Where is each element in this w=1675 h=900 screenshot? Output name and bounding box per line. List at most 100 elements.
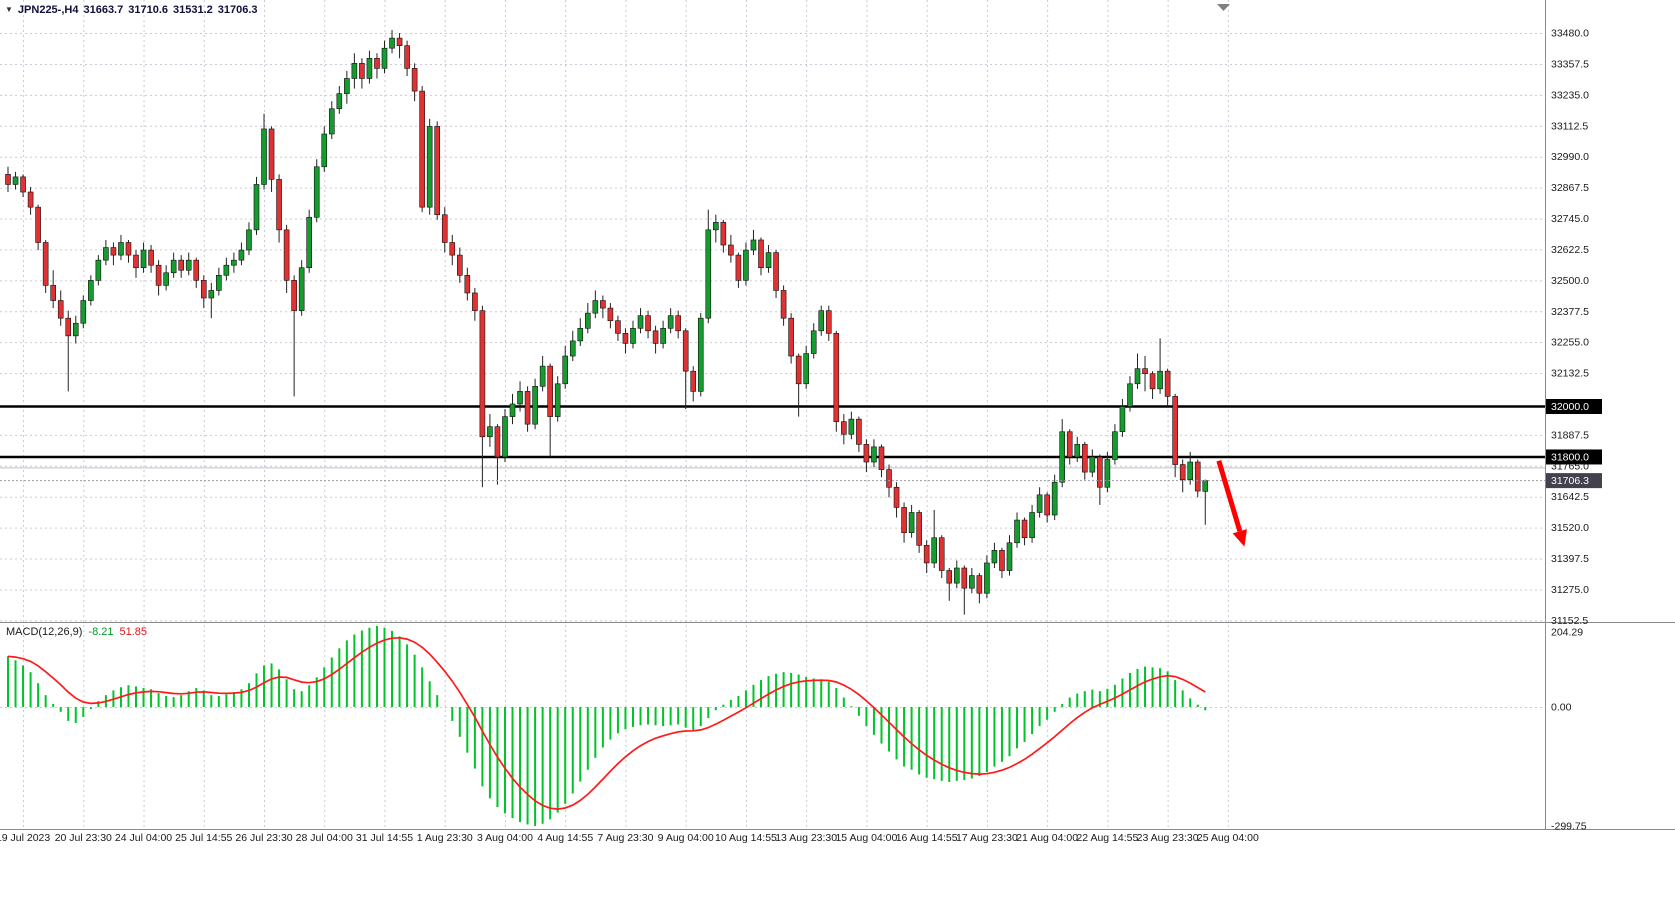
ohlc-open: 31663.7 — [83, 4, 124, 16]
candle-body — [231, 259, 237, 266]
candle-body — [999, 550, 1005, 571]
svg-text:32990.0: 32990.0 — [1551, 151, 1589, 163]
candle-body — [253, 184, 260, 231]
candle-body — [441, 214, 448, 243]
candle-body — [170, 259, 177, 274]
time-axis-label: 13 Aug 23:30 — [775, 832, 837, 844]
time-axis[interactable]: 19 Jul 2023 20 Jul 23:30 24 Jul 04:00 25 Ju… — [0, 832, 1259, 844]
candle-body — [1187, 461, 1194, 480]
macd-signal-value: 51.85 — [119, 626, 148, 638]
candle-body — [419, 90, 425, 208]
candle-body — [359, 63, 365, 79]
svg-text:31800.0: 31800.0 — [1551, 451, 1589, 463]
candle-body — [110, 247, 117, 256]
candle-body — [472, 292, 478, 311]
time-axis-label: 10 Aug 14:55 — [715, 832, 777, 844]
candle-body — [916, 512, 922, 546]
bid-price-tag — [1546, 473, 1602, 489]
candle-body — [336, 93, 343, 110]
candle-body — [773, 252, 779, 291]
candle-body — [50, 285, 56, 301]
candle-body — [411, 68, 418, 92]
candle-body — [1179, 464, 1186, 480]
candle-body — [163, 272, 169, 286]
candle-body — [848, 418, 855, 435]
candle-body — [585, 312, 591, 329]
time-axis-label: 9 Aug 04:00 — [658, 832, 714, 844]
down-arrow-annotation[interactable] — [1216, 460, 1247, 547]
candle-body — [509, 403, 516, 417]
horizontal-lines[interactable] — [0, 405, 1545, 469]
chart-shift-marker-icon[interactable] — [1217, 4, 1230, 11]
candle-body — [216, 274, 222, 291]
candle-body — [923, 544, 930, 564]
candle-body — [908, 512, 915, 533]
time-axis-label: 23 Aug 23:30 — [1137, 832, 1199, 844]
candle-body — [637, 315, 644, 329]
hline-price-tag — [1546, 399, 1602, 415]
candle-body — [878, 446, 885, 470]
candle-body — [1066, 431, 1073, 458]
candle-body — [193, 259, 200, 281]
symbol-dropdown-icon[interactable]: ▼ — [5, 5, 13, 14]
svg-text:31275.0: 31275.0 — [1551, 584, 1589, 596]
candle-body — [810, 330, 817, 354]
candle-body — [381, 47, 388, 69]
candle-body — [42, 242, 49, 286]
time-axis-label: 19 Jul 2023 — [0, 832, 50, 844]
price-axis[interactable]: 33480.0 33357.5 33235.0 33112.5 32990.0 32867… — [1546, 28, 1602, 833]
candle-body — [728, 244, 734, 256]
candle-body — [743, 249, 749, 281]
candle-body — [539, 365, 546, 387]
time-axis-label: 3 Aug 04:00 — [477, 832, 533, 844]
candle-body — [607, 307, 614, 322]
candle-body — [140, 249, 147, 269]
macd-value: -8.21 — [88, 626, 114, 638]
candle-body — [969, 575, 975, 589]
candle-body — [1074, 444, 1081, 458]
time-axis-label: 20 Jul 23:30 — [55, 832, 112, 844]
candle-body — [825, 310, 832, 334]
candle-body — [321, 133, 328, 168]
candle-body — [938, 537, 945, 571]
candle-body — [366, 57, 373, 79]
candle-body — [780, 290, 787, 319]
svg-text:31397.5: 31397.5 — [1551, 553, 1589, 565]
macd-signal-line — [7, 636, 1206, 810]
candle-body — [291, 280, 297, 311]
candle-body — [577, 327, 584, 342]
candle-body — [622, 333, 629, 344]
candle-body — [803, 353, 809, 385]
candle-body — [208, 290, 215, 299]
candle-body — [991, 550, 998, 564]
svg-text:33357.5: 33357.5 — [1551, 58, 1589, 70]
candle-body — [863, 444, 870, 463]
candle-body — [735, 254, 742, 281]
svg-text:32500.0: 32500.0 — [1551, 275, 1589, 287]
candle-body — [456, 254, 463, 276]
candle-body — [344, 78, 350, 94]
candle-body — [246, 229, 252, 251]
candle-body — [946, 570, 953, 584]
candle-body — [1157, 370, 1163, 390]
arrow-head-icon — [1232, 529, 1247, 547]
candle-body — [178, 259, 184, 271]
candle-body — [841, 421, 847, 435]
candle-body — [667, 315, 674, 329]
candle-body — [185, 259, 192, 271]
svg-text:32000.0: 32000.0 — [1551, 401, 1589, 413]
candle-body — [758, 239, 764, 269]
candle-body — [976, 575, 983, 594]
candle-body — [871, 446, 877, 463]
candle-body — [931, 537, 937, 564]
candle-body — [494, 426, 501, 458]
time-axis-label: 21 Aug 04:00 — [1016, 832, 1078, 844]
ohlc-close: 31706.3 — [217, 4, 258, 16]
macd-name: MACD(12,26,9) — [6, 626, 83, 638]
symbol-ohlc-label: ▼ JPN225-,H4 31663.7 31710.6 31531.2 317… — [5, 4, 258, 16]
candle-body — [238, 249, 245, 261]
macd-indicator-label: MACD(12,26,9) -8.21 51.85 — [6, 626, 147, 638]
candle-body — [1194, 461, 1201, 492]
svg-text:32255.0: 32255.0 — [1551, 337, 1589, 349]
